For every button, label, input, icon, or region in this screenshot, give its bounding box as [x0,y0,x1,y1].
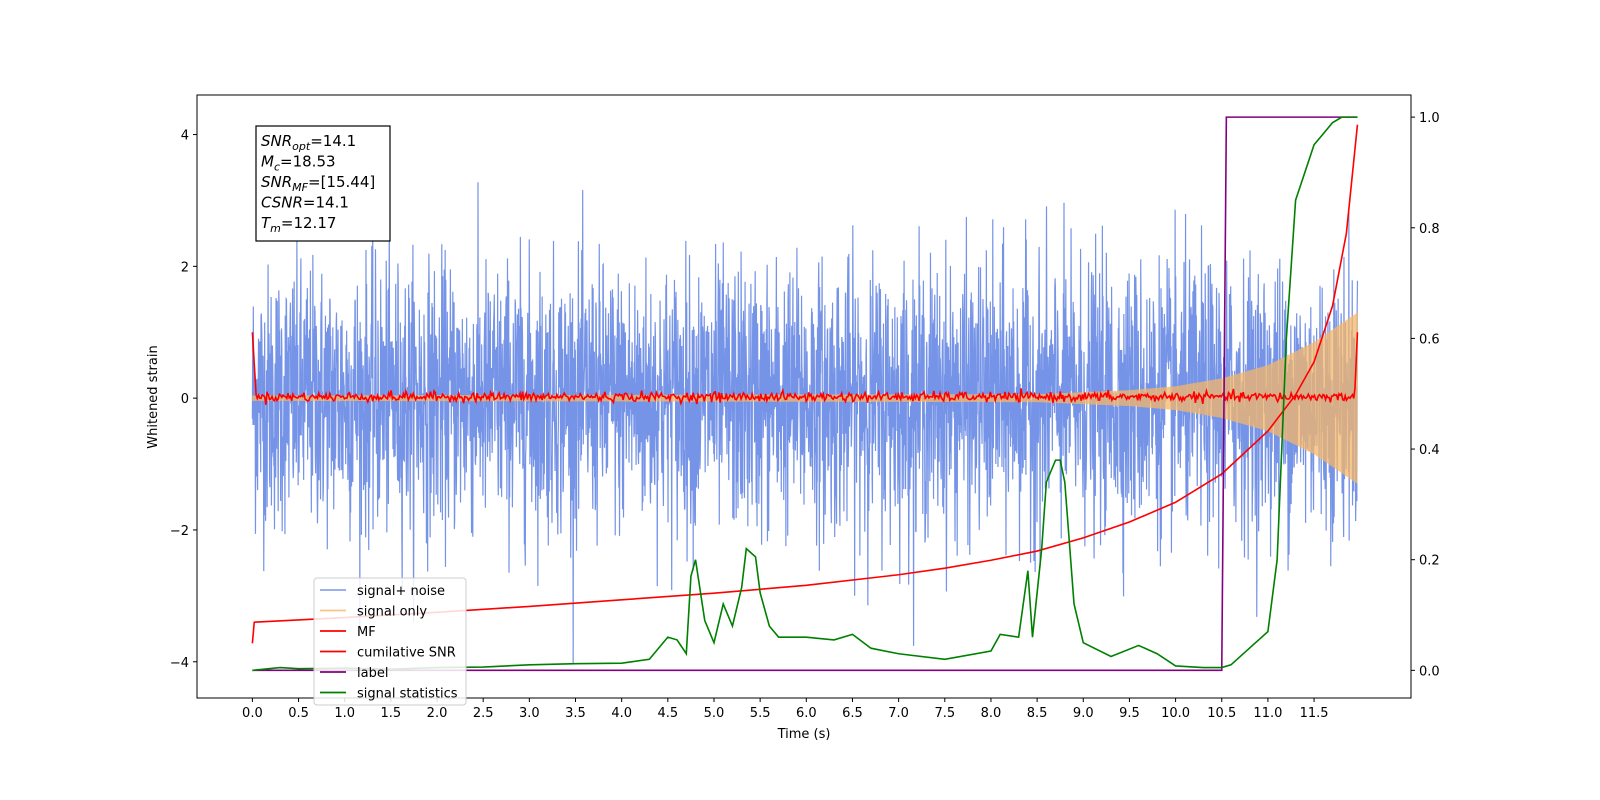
x-tick-label: 7.5 [934,706,955,721]
x-tick-label: 9.5 [1119,706,1140,721]
y-right-tick-label: 1.0 [1419,111,1440,126]
x-tick-label: 6.0 [796,706,817,721]
y-left-tick-label: 0 [181,392,189,407]
annotation-line: Tm=12.17 [261,214,336,235]
y-right-tick-label: 0.0 [1419,664,1440,679]
y-left-tick-label: 2 [181,260,189,275]
legend: signal+ noise signal only MF cumilative SNR… [313,577,467,706]
y-axis-left: −4 −2 0 2 4 [170,129,197,671]
legend-entry-label: label [357,666,388,681]
y-right-tick-label: 0.4 [1419,443,1440,458]
x-tick-label: 0.5 [288,706,309,721]
x-tick-label: 5.0 [704,706,725,721]
x-tick-label: 10.5 [1207,706,1236,721]
x-tick-label: 7.0 [888,706,909,721]
x-tick-label: 4.0 [611,706,632,721]
x-tick-label: 1.0 [334,706,355,721]
series-signal-noise-line [251,182,1359,664]
x-tick-label: 8.0 [981,706,1002,721]
x-tick-label: 3.0 [519,706,540,721]
x-tick-label: 0.0 [242,706,263,721]
y-left-tick-label: −2 [170,524,189,539]
series-label-line [252,116,1358,672]
x-tick-label: 3.5 [565,706,586,721]
y-right-tick-label: 0.8 [1419,222,1440,237]
legend-entry-label: signal+ noise [357,584,445,599]
legend-entry-label: signal statistics [357,687,458,702]
y-left-tick-label: 4 [181,129,189,144]
y-right-tick-label: 0.6 [1419,332,1440,347]
legend-entry-label: signal only [357,605,427,620]
x-tick-label: 9.0 [1073,706,1094,721]
legend-frame [313,577,467,706]
annotation-line: Mc=18.53 [261,153,336,174]
y-right-tick-label: 0.2 [1419,554,1440,569]
x-tick-label: 8.5 [1027,706,1048,721]
series-mf-line [251,332,1359,407]
y-axis-left-label: Whitened strain [146,345,161,448]
series-layer [251,116,1359,672]
annotation-line: CSNR=14.1 [261,194,349,212]
legend-entry-label: cumilative SNR [357,646,456,661]
annotation-line: SNRMF=[15.44] [261,173,375,194]
x-axis-label: Time (s) [777,727,831,742]
x-tick-label: 2.0 [427,706,448,721]
x-tick-label: 11.0 [1253,706,1282,721]
y-axis-right: 0.0 0.2 0.4 0.6 0.8 1.0 [1411,111,1440,679]
series-cumulative-snr-line [251,124,1359,644]
stats-annotation-box: SNRopt=14.1Mc=18.53SNRMF=[15.44]CSNR=14.… [255,125,391,242]
plot-frame [196,94,1412,699]
x-tick-label: 5.5 [750,706,771,721]
x-tick-label: 6.5 [842,706,863,721]
legend-entry-label: MF [357,625,376,640]
series-signal-statistics-line [252,116,1358,672]
x-tick-label: 10.0 [1161,706,1190,721]
annotation-line: SNRopt=14.1 [261,132,356,153]
x-axis: 0.0 0.5 1.0 1.5 2.0 2.5 3.0 3.5 4.0 4.5 5.0 5.5 6.0 6… [242,698,1329,721]
x-tick-label: 1.5 [381,706,402,721]
x-tick-label: 4.5 [657,706,678,721]
annotation-box-frame [255,125,391,242]
x-tick-label: 11.5 [1300,706,1329,721]
y-left-tick-label: −4 [170,656,189,671]
x-tick-label: 2.5 [473,706,494,721]
